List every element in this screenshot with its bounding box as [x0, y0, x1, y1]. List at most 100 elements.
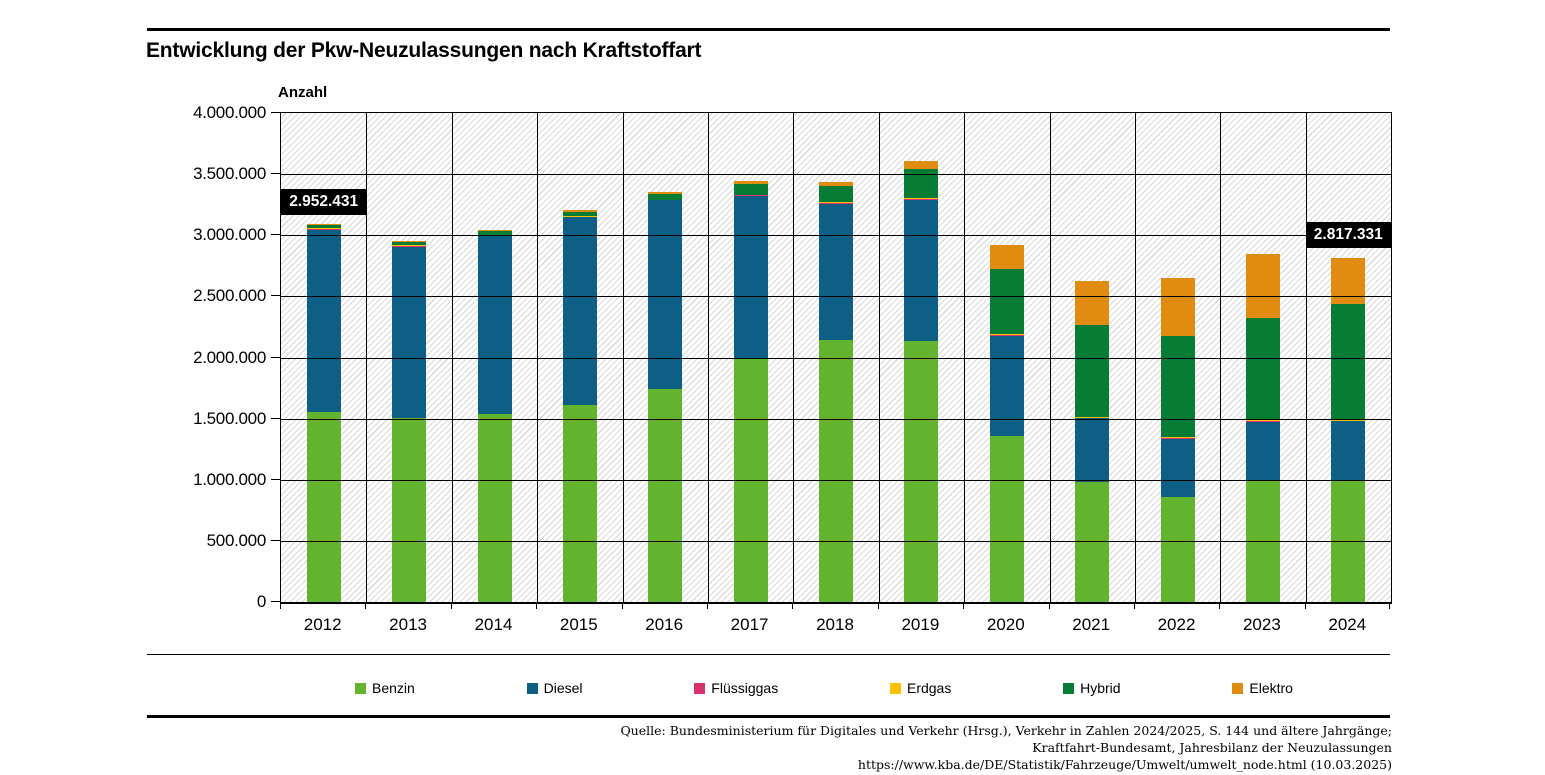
- segment-flüssiggas-2024: [1331, 420, 1366, 422]
- legend-label: Benzin: [372, 680, 415, 696]
- segment-flüssiggas-2015: [562, 216, 597, 218]
- y-tick-mark: [271, 601, 280, 602]
- legend-swatch-benzin: [355, 682, 366, 694]
- y-tick-label: 1.000.000: [193, 469, 266, 489]
- y-tick-mark: [271, 234, 280, 236]
- legend-item-hybrid: Hybrid: [1063, 680, 1121, 696]
- plot-area: 2.952.431 2.817.331: [280, 112, 1392, 604]
- x-tick-label: 2023: [1242, 615, 1281, 634]
- segment-diesel-2019: [904, 199, 939, 341]
- x-tick-mark: [280, 603, 281, 609]
- y-tick-mark: [271, 539, 280, 541]
- legend-item-flüssiggas: Flüssiggas: [694, 680, 778, 696]
- y-tick-label: 0: [256, 592, 266, 611]
- source-line-2: Kraftfahrt-Bundesamt, Jahresbilanz der N…: [1032, 740, 1392, 755]
- x-tick-mark: [621, 603, 623, 609]
- segment-diesel-2014: [477, 236, 512, 414]
- segment-erdgas-2018: [819, 201, 853, 204]
- segment-hybrid-2014: [477, 231, 512, 235]
- segment-diesel-2020: [989, 335, 1024, 437]
- y-tick-label: 2.500.000: [193, 286, 266, 306]
- segment-benzin-2022: [1160, 496, 1195, 602]
- x-tick-mark: [1304, 603, 1306, 609]
- source-line-3: https://www.kba.de/DE/Statistik/Fahrzeug…: [857, 757, 1392, 772]
- segment-elektro-2016: [648, 192, 683, 194]
- legend-swatch-diesel: [526, 682, 538, 694]
- legend-item-elektro: Elektro: [1232, 680, 1293, 696]
- x-tick-label: 2018: [816, 615, 854, 634]
- segment-flüssiggas-2022: [1160, 437, 1195, 439]
- legend-label: Flüssiggas: [711, 680, 779, 696]
- segment-flüssiggas-2013: [392, 245, 427, 247]
- y-gridline: [281, 357, 1391, 359]
- segment-benzin-2021: [1075, 482, 1110, 602]
- legend-label: Hybrid: [1080, 680, 1121, 696]
- value-label-2024: 2.817.331: [1305, 221, 1391, 248]
- legend: Benzin Diesel Flüssiggas Erdgas Hybrid Elektr…: [355, 680, 1293, 696]
- segment-hybrid-2020: [989, 269, 1024, 334]
- segment-diesel-2024: [1331, 421, 1366, 481]
- source-note: Quelle: Bundesministerium für Digitales …: [550, 722, 1392, 773]
- x-tick-label: 2022: [1157, 615, 1196, 634]
- y-tick-mark: [271, 295, 280, 297]
- x-tick-mark: [1219, 603, 1221, 609]
- y-gridline: [281, 540, 1391, 542]
- y-gridline: [281, 418, 1391, 420]
- segment-diesel-2016: [648, 200, 683, 389]
- legend-item-diesel: Diesel: [526, 680, 583, 696]
- segment-elektro-2015: [562, 210, 597, 212]
- x-tick-label: 2020: [986, 615, 1025, 634]
- y-tick-label: 500.000: [206, 530, 267, 550]
- segment-erdgas-2015: [562, 215, 597, 217]
- x-tick-mark: [1048, 603, 1050, 609]
- x-tick-label: 2014: [474, 615, 513, 634]
- segment-diesel-2017: [733, 195, 768, 359]
- segment-benzin-2016: [648, 388, 683, 602]
- segment-hybrid-2017: [733, 184, 768, 195]
- x-tick-mark: [1389, 603, 1390, 609]
- x-tick-mark: [706, 603, 708, 609]
- x-tick-mark: [365, 603, 367, 609]
- source-line-1: Quelle: Bundesministerium für Digitales …: [620, 723, 1392, 738]
- segment-benzin-2015: [562, 405, 597, 602]
- y-tick-label: 1.500.000: [193, 408, 266, 428]
- segment-benzin-2018: [819, 339, 853, 602]
- y-tick-label: 3.000.000: [193, 225, 266, 245]
- segment-elektro-2012: [306, 224, 341, 226]
- y-gridline: [281, 235, 1391, 237]
- segment-elektro-2019: [904, 161, 939, 169]
- y-tick-mark: [271, 478, 280, 480]
- segment-diesel-2013: [392, 246, 427, 419]
- segment-elektro-2014: [477, 230, 512, 232]
- legend-swatch-hybrid: [1063, 682, 1075, 694]
- y-gridline: [281, 174, 1391, 176]
- legend-label: Erdgas: [906, 680, 952, 696]
- segment-erdgas-2012: [306, 227, 341, 229]
- segment-elektro-2013: [392, 240, 427, 242]
- segment-hybrid-2024: [1331, 304, 1366, 420]
- segment-elektro-2020: [989, 245, 1024, 270]
- segment-elektro-2018: [819, 181, 853, 186]
- x-tick-label: 2015: [559, 615, 598, 634]
- segment-benzin-2020: [989, 436, 1024, 602]
- y-tick-mark: [271, 417, 280, 419]
- x-tick-mark: [450, 603, 452, 609]
- x-tick-label: 2016: [645, 615, 684, 634]
- segment-hybrid-2012: [306, 225, 341, 229]
- legend-label: Diesel: [543, 680, 583, 696]
- x-tick-label: 2017: [730, 615, 769, 634]
- segment-benzin-2012: [306, 411, 341, 602]
- segment-diesel-2022: [1160, 438, 1195, 497]
- legend-item-benzin: Benzin: [355, 680, 415, 696]
- segment-benzin-2014: [477, 413, 512, 602]
- y-tick-mark: [271, 356, 280, 358]
- segment-flüssiggas-2020: [989, 334, 1024, 336]
- value-label-2012: 2.952.431: [281, 189, 367, 216]
- segment-diesel-2023: [1245, 421, 1280, 482]
- x-tick-label: 2012: [303, 615, 342, 634]
- y-gridline: [281, 479, 1391, 481]
- segment-diesel-2015: [562, 217, 597, 406]
- y-tick-mark: [271, 112, 280, 113]
- footer-top-rule: [147, 715, 1390, 718]
- x-tick-mark: [792, 603, 794, 609]
